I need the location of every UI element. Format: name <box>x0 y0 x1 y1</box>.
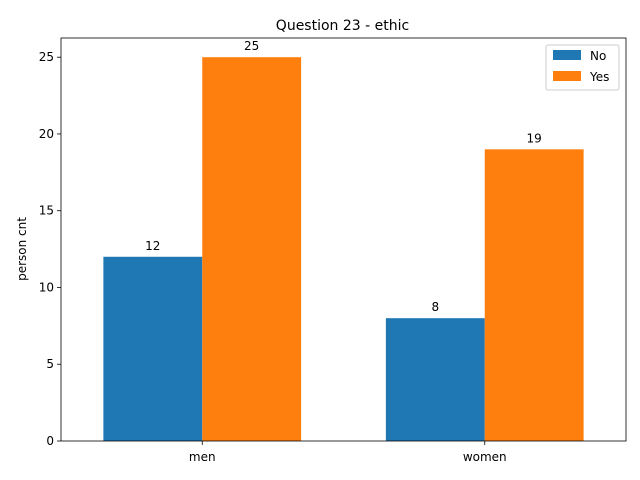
legend-label-yes: Yes <box>589 70 609 84</box>
bar-label-no-men: 12 <box>145 239 160 253</box>
x-tick-label: men <box>189 450 216 464</box>
y-tick-label: 15 <box>39 204 54 218</box>
y-tick-label: 20 <box>39 127 54 141</box>
bar-label-yes-men: 25 <box>244 39 259 53</box>
bars-layer <box>103 57 584 442</box>
bar-no-women <box>385 318 485 441</box>
legend-swatch-no <box>553 50 581 60</box>
y-tick-label: 0 <box>46 434 54 448</box>
y-tick-label: 5 <box>46 357 54 371</box>
y-axis-label: person cnt <box>15 217 29 281</box>
legend: No Yes <box>545 44 620 91</box>
bar-no-men <box>103 256 203 441</box>
chart-title: Question 23 - ethic <box>276 18 409 34</box>
y-axis: 0 5 10 15 20 25 <box>39 50 61 448</box>
bar-label-yes-women: 19 <box>527 131 542 145</box>
bar-label-no-women: 8 <box>431 300 439 314</box>
x-axis: men women <box>189 441 507 464</box>
legend-label-no: No <box>590 49 606 63</box>
bar-yes-men <box>202 57 302 441</box>
plot-frame <box>60 37 627 442</box>
bar-yes-women <box>484 149 584 442</box>
y-tick-label: 25 <box>39 50 54 64</box>
x-tick-label: women <box>463 450 507 464</box>
y-tick-label: 10 <box>39 280 54 294</box>
legend-swatch-yes <box>553 71 581 81</box>
bar-labels-layer: 12 8 25 19 <box>145 39 542 314</box>
